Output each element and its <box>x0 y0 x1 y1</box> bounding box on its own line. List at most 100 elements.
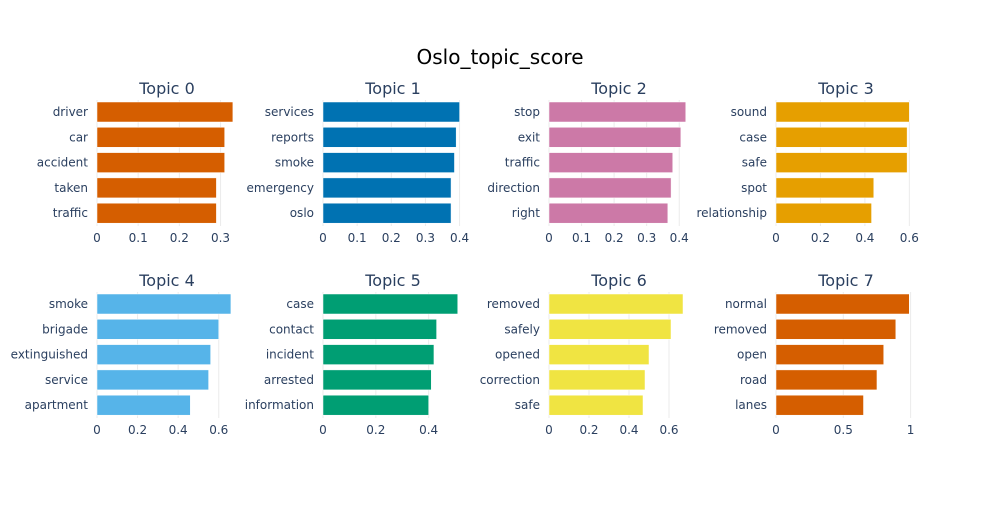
subplot-topic-2: Topic 2 stop exit traffic direction right 0 0.1… <box>487 79 688 245</box>
bar <box>96 152 225 173</box>
subplot-title: Topic 0 <box>138 79 195 98</box>
bar <box>548 202 669 224</box>
x-tick-label: 0.4 <box>450 231 469 245</box>
category-label: apartment <box>25 398 89 412</box>
bar <box>775 177 875 199</box>
x-tick-label: 0.4 <box>855 231 874 245</box>
category-label: contact <box>269 322 314 336</box>
bar <box>322 293 458 315</box>
x-tick-label: 0.1 <box>348 231 367 245</box>
bar <box>96 394 191 416</box>
bar <box>775 202 872 224</box>
x-tick-label: 0.2 <box>128 423 147 437</box>
subplot-topic-7: Topic 7 normal removed open road lanes 0 0.5 1 <box>714 271 915 437</box>
x-tick-label: 0.3 <box>637 231 656 245</box>
x-tick-label: 0.2 <box>382 231 401 245</box>
x-tick-label: 0.2 <box>605 231 624 245</box>
subplot-topic-0: Topic 0 driver car accident taken traffic 0 0.1… <box>37 79 234 245</box>
chart-title: Oslo_topic_score <box>416 45 583 69</box>
category-label: opened <box>495 348 540 362</box>
bar <box>322 369 432 391</box>
category-label: arrested <box>264 373 314 387</box>
category-label: smoke <box>275 156 314 170</box>
category-label: incident <box>266 348 314 362</box>
category-label: case <box>739 130 767 144</box>
bar <box>548 319 672 340</box>
x-tick-label: 0.2 <box>170 231 189 245</box>
bar <box>548 293 684 315</box>
category-label: safe <box>742 156 767 170</box>
bar <box>322 344 435 365</box>
category-label: correction <box>480 373 540 387</box>
subplot-title: Topic 2 <box>590 79 647 98</box>
x-tick-label: 0 <box>319 423 327 437</box>
subplot-title: Topic 7 <box>817 271 874 290</box>
bar <box>322 127 457 148</box>
category-label: stop <box>514 105 540 119</box>
x-tick-label: 0.4 <box>169 423 188 437</box>
category-label: removed <box>714 322 767 336</box>
category-label: extinguished <box>11 348 88 362</box>
bar <box>96 344 211 365</box>
x-tick-label: 0 <box>772 423 780 437</box>
bar <box>548 152 673 173</box>
category-label: taken <box>54 181 88 195</box>
x-tick-label: 0.4 <box>619 423 638 437</box>
bar <box>548 127 682 148</box>
category-label: reports <box>271 130 314 144</box>
subplot-title: Topic 5 <box>364 271 421 290</box>
bar <box>96 202 217 224</box>
bar <box>96 101 234 123</box>
x-tick-label: 0.3 <box>211 231 230 245</box>
subplot-title: Topic 1 <box>364 79 421 98</box>
bar <box>96 177 217 199</box>
bar <box>96 319 219 340</box>
bar <box>775 344 884 365</box>
subplot-topic-4: Topic 4 smoke brigade extinguished service ap… <box>11 271 232 437</box>
bar <box>548 344 650 365</box>
category-label: case <box>286 297 314 311</box>
bar <box>775 127 908 148</box>
bar <box>322 177 452 199</box>
bar <box>322 202 452 224</box>
category-label: car <box>69 130 88 144</box>
subplot-title: Topic 3 <box>817 79 874 98</box>
category-label: direction <box>487 181 540 195</box>
x-tick-label: 0.2 <box>579 423 598 437</box>
category-label: oslo <box>290 206 314 220</box>
subplot-topic-3: Topic 3 sound case safe spot relationship 0 0.2… <box>696 79 918 245</box>
bar <box>775 319 897 340</box>
bar <box>775 293 910 315</box>
x-tick-label: 0.6 <box>900 231 919 245</box>
bar <box>96 369 209 391</box>
bar <box>775 394 864 416</box>
category-label: normal <box>725 297 767 311</box>
category-label: traffic <box>505 156 540 170</box>
bar <box>548 101 686 123</box>
category-label: safe <box>515 398 540 412</box>
bar <box>322 101 460 123</box>
x-tick-label: 0.3 <box>416 231 435 245</box>
category-label: road <box>740 373 767 387</box>
category-label: exit <box>518 130 541 144</box>
x-tick-label: 1 <box>907 423 915 437</box>
x-tick-label: 0.6 <box>659 423 678 437</box>
subplot-title: Topic 6 <box>590 271 647 290</box>
x-tick-label: 0 <box>772 231 780 245</box>
x-tick-label: 0.1 <box>129 231 148 245</box>
x-tick-label: 0 <box>93 231 101 245</box>
x-tick-label: 0.2 <box>366 423 385 437</box>
category-label: services <box>265 105 314 119</box>
category-label: service <box>45 373 88 387</box>
category-label: removed <box>487 297 540 311</box>
bar <box>322 394 429 416</box>
bar <box>548 177 672 199</box>
x-tick-label: 0.6 <box>209 423 228 437</box>
category-label: open <box>737 348 767 362</box>
x-tick-label: 0.4 <box>670 231 689 245</box>
category-label: lanes <box>735 398 767 412</box>
x-tick-label: 0 <box>545 423 553 437</box>
bar <box>775 369 878 391</box>
x-tick-label: 0.2 <box>811 231 830 245</box>
